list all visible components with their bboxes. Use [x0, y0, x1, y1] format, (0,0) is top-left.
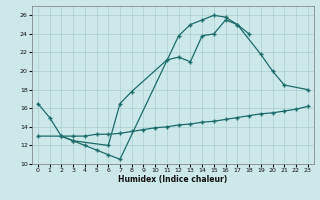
X-axis label: Humidex (Indice chaleur): Humidex (Indice chaleur) [118, 175, 228, 184]
